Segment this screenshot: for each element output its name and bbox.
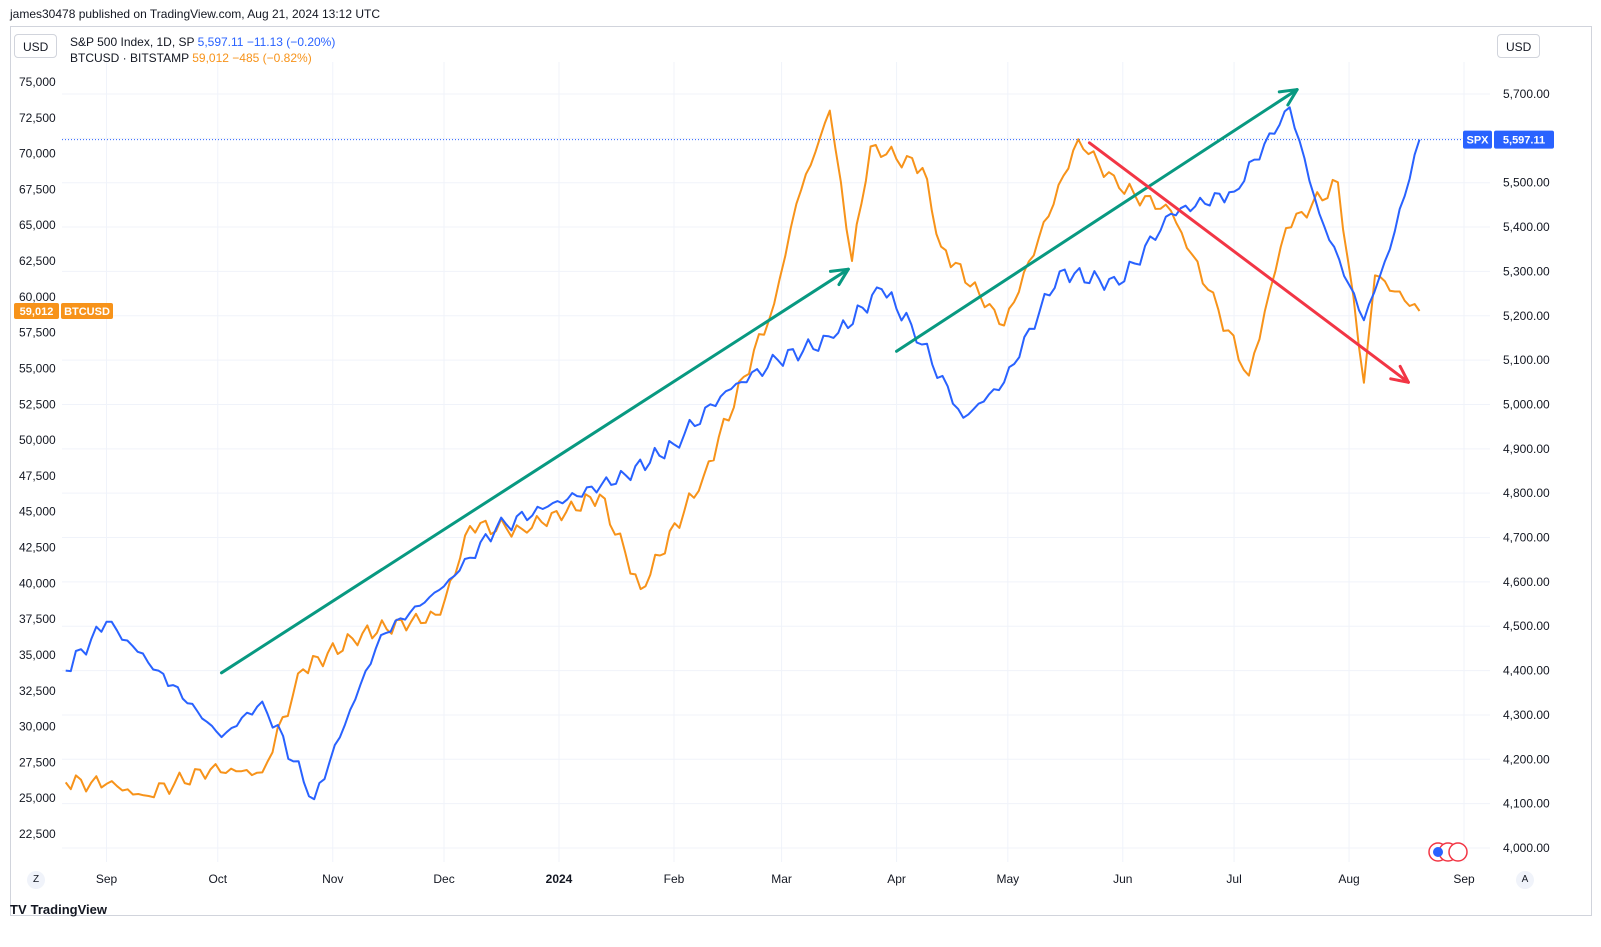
x-tick-label: Aug	[1338, 872, 1359, 886]
legend-btc[interactable]: BTCUSD · BITSTAMP 59,012 −485 (−0.82%)	[70, 50, 335, 66]
btc-price-line	[64, 109, 1421, 799]
x-tick-label: Dec	[433, 872, 454, 886]
left-axis-tick-label: 25,000	[19, 791, 56, 805]
tradingview-brand-label: TradingView	[30, 902, 107, 917]
left-axis-tick-label: 65,000	[19, 218, 56, 232]
right-axis-tick-label: 4,100.00	[1503, 797, 1550, 811]
right-axis-tick-label: 4,300.00	[1503, 708, 1550, 722]
tradingview-brand[interactable]: TV TradingView	[10, 902, 107, 917]
left-axis-tick-label: 75,000	[19, 75, 56, 89]
left-axis-tick-label: 57,500	[19, 326, 56, 340]
left-axis-tick-label: 27,500	[19, 755, 56, 769]
right-axis-tick-label: 4,800.00	[1503, 486, 1550, 500]
left-axis-tick-label: 62,500	[19, 254, 56, 268]
x-tick-label: Feb	[664, 872, 685, 886]
chart-frame	[10, 26, 1592, 916]
legend-btc-value: 59,012	[192, 51, 229, 65]
right-axis-tick-label: 4,400.00	[1503, 664, 1550, 678]
x-tick-label: Jun	[1113, 872, 1132, 886]
right-currency-button[interactable]: USD	[1497, 34, 1541, 58]
left-axis-tick-label: 72,500	[19, 111, 56, 125]
left-axis-tick-label: 70,000	[19, 147, 56, 161]
trend-arrow-line	[1087, 141, 1410, 384]
left-axis-tick-label: 47,500	[19, 469, 56, 483]
event-flag-icon	[1448, 842, 1468, 862]
x-tick-label: Nov	[322, 872, 343, 886]
spx-symbol-tag	[1463, 130, 1492, 149]
left-axis-tick-label: 55,000	[19, 361, 56, 375]
right-axis-tick-label: 5,200.00	[1503, 309, 1550, 323]
trend-arrow-head	[828, 267, 850, 287]
event-flag-icon-inner	[1433, 847, 1443, 857]
publish-info: james30478 published on TradingView.com,…	[10, 7, 381, 21]
right-axis-tick-label: 5,000.00	[1503, 397, 1550, 411]
x-tick-label: Sep	[1453, 872, 1475, 886]
auto-scale-button[interactable]: A	[1516, 871, 1534, 889]
x-tick-label: Mar	[771, 872, 792, 886]
left-axis-tick-label: 42,500	[19, 541, 56, 555]
trend-arrow-line	[219, 267, 850, 675]
left-axis-tick-label: 45,000	[19, 505, 56, 519]
left-currency-button[interactable]: USD	[14, 34, 58, 58]
right-axis-tick-label: 4,000.00	[1503, 841, 1550, 855]
right-axis-tick-label: 4,200.00	[1503, 752, 1550, 766]
btc-symbol-tag-label: BTCUSD	[64, 306, 110, 318]
left-axis-tick-label: 67,500	[19, 182, 56, 196]
left-axis-tick-label: 50,000	[19, 433, 56, 447]
legend-btc-change: −485 (−0.82%)	[232, 51, 312, 65]
x-tick-label: May	[996, 872, 1019, 886]
legend-spx-name: S&P 500 Index, 1D, SP	[70, 35, 195, 49]
left-axis-tick-label: 52,500	[19, 397, 56, 411]
x-tick-label: Sep	[96, 872, 118, 886]
x-tick-label: Oct	[208, 872, 227, 886]
right-axis-tick-label: 5,500.00	[1503, 176, 1550, 190]
left-axis-tick-label: 22,500	[19, 827, 56, 841]
spx-price-tag	[1494, 130, 1554, 149]
trend-arrow-line	[895, 88, 1299, 353]
x-tick-label: Apr	[887, 872, 906, 886]
btc-price-tag	[14, 303, 59, 320]
left-axis-tick-label: 30,000	[19, 720, 56, 734]
left-axis-tick-label: 60,000	[19, 290, 56, 304]
spx-symbol-tag-label: SPX	[1466, 135, 1489, 147]
btc-symbol-tag	[61, 303, 113, 320]
chart-legend: S&P 500 Index, 1D, SP 5,597.11 −11.13 (−…	[70, 34, 335, 66]
x-tick-label: Jul	[1226, 872, 1241, 886]
trend-arrow-head	[1277, 88, 1299, 107]
left-axis-tick-label: 32,500	[19, 684, 56, 698]
legend-spx-value: 5,597.11	[197, 35, 244, 49]
legend-btc-name: BTCUSD · BITSTAMP	[70, 51, 189, 65]
legend-spx-change: −11.13 (−0.20%)	[246, 35, 336, 49]
right-axis-tick-label: 4,900.00	[1503, 442, 1550, 456]
scale-z-button[interactable]: Z	[27, 871, 45, 889]
right-axis-tick-label: 4,600.00	[1503, 575, 1550, 589]
trend-arrow-head	[1389, 364, 1410, 384]
right-axis-tick-label: 5,700.00	[1503, 87, 1550, 101]
x-tick-label: 2024	[546, 872, 573, 886]
spx-price-tag-label: 5,597.11	[1503, 135, 1545, 147]
right-axis-tick-label: 4,500.00	[1503, 619, 1550, 633]
left-axis-tick-label: 37,500	[19, 612, 56, 626]
spx-price-line	[65, 106, 1421, 801]
legend-spx[interactable]: S&P 500 Index, 1D, SP 5,597.11 −11.13 (−…	[70, 34, 335, 50]
btc-price-tag-label: 59,012	[20, 306, 54, 318]
right-axis-tick-label: 5,300.00	[1503, 264, 1550, 278]
left-axis-tick-label: 35,000	[19, 648, 56, 662]
right-axis-tick-label: 5,100.00	[1503, 353, 1550, 367]
left-axis-tick-label: 40,000	[19, 576, 56, 590]
right-axis-tick-label: 4,700.00	[1503, 531, 1550, 545]
tradingview-logo-icon: TV	[10, 902, 27, 917]
right-axis-tick-label: 5,400.00	[1503, 220, 1550, 234]
